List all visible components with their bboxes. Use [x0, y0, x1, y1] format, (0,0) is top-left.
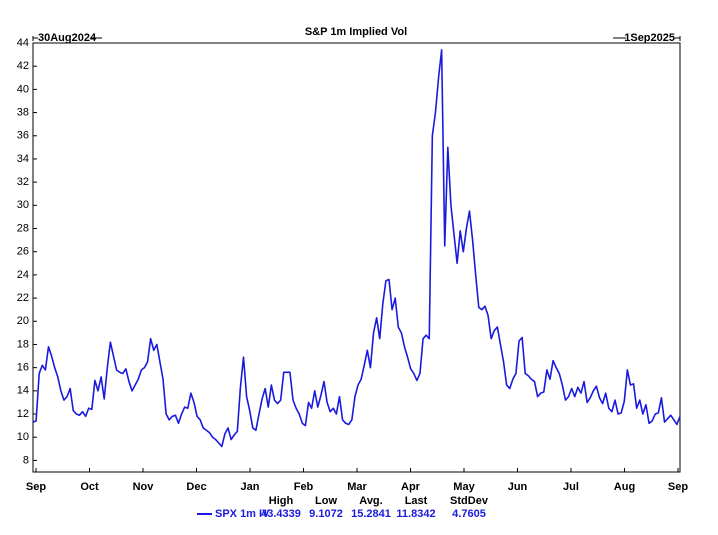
y-tick-label: 38	[17, 106, 29, 118]
legend-label: SPX 1m IV	[215, 508, 270, 520]
x-tick-label: Nov	[133, 481, 155, 493]
y-tick-label: 12	[17, 408, 29, 420]
stat-header: Low	[315, 495, 337, 507]
y-tick-label: 10	[17, 431, 29, 443]
x-tick-label: Jan	[241, 481, 260, 493]
stat-header: Last	[405, 495, 428, 507]
series-line	[32, 49, 681, 448]
stat-value: 4.7605	[452, 508, 486, 520]
stat-value: 11.8342	[396, 508, 435, 520]
y-tick-label: 34	[17, 153, 29, 165]
y-tick-label: 14	[17, 385, 29, 397]
y-tick-label: 20	[17, 315, 29, 327]
end-label: 1Sep2025	[624, 32, 675, 44]
y-tick-label: 28	[17, 222, 29, 234]
chart-title: S&P 1m Implied Vol	[305, 26, 407, 38]
x-tick-label: Sep	[668, 481, 688, 493]
x-tick-label: May	[453, 481, 475, 493]
x-tick-label: Jun	[508, 481, 528, 493]
y-tick-label: 24	[17, 269, 29, 281]
y-tick-label: 36	[17, 130, 29, 142]
stat-value: 43.4339	[261, 508, 301, 520]
y-tick-label: 30	[17, 199, 29, 211]
x-tick-label: Feb	[294, 481, 314, 493]
x-tick-label: Sep	[26, 481, 46, 493]
stat-header: High	[269, 495, 294, 507]
y-tick-label: 26	[17, 246, 29, 258]
y-tick-label: 44	[17, 37, 29, 49]
x-tick-label: Dec	[186, 481, 206, 493]
plot-frame	[32, 42, 681, 473]
start-label: 30Aug2024	[38, 32, 97, 44]
stat-header: StdDev	[450, 495, 489, 507]
x-tick-label: Aug	[614, 481, 635, 493]
stat-value: 9.1072	[309, 508, 343, 520]
stat-header: Avg.	[359, 495, 382, 507]
y-tick-label: 18	[17, 338, 29, 350]
y-tick-label: 8	[23, 454, 29, 466]
x-tick-label: Oct	[80, 481, 99, 493]
stat-value: 15.2841	[351, 508, 391, 520]
x-tick-label: Jul	[563, 481, 579, 493]
x-tick-label: Mar	[347, 481, 367, 493]
y-tick-label: 22	[17, 292, 29, 304]
y-tick-label: 16	[17, 362, 29, 374]
y-tick-label: 42	[17, 60, 29, 72]
x-tick-label: Apr	[401, 481, 421, 493]
y-tick-label: 32	[17, 176, 29, 188]
y-tick-label: 40	[17, 83, 29, 95]
